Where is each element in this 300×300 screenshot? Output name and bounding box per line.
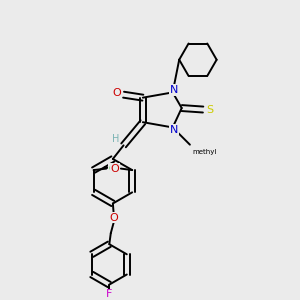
Text: O: O (111, 164, 119, 174)
Text: Cl: Cl (108, 164, 119, 174)
Text: O: O (110, 213, 118, 223)
Text: F: F (106, 290, 112, 299)
Text: H: H (112, 134, 119, 144)
Text: O: O (113, 88, 122, 98)
Text: S: S (206, 104, 213, 115)
Text: methyl: methyl (193, 149, 217, 155)
Text: N: N (170, 125, 178, 135)
Text: N: N (170, 85, 178, 95)
